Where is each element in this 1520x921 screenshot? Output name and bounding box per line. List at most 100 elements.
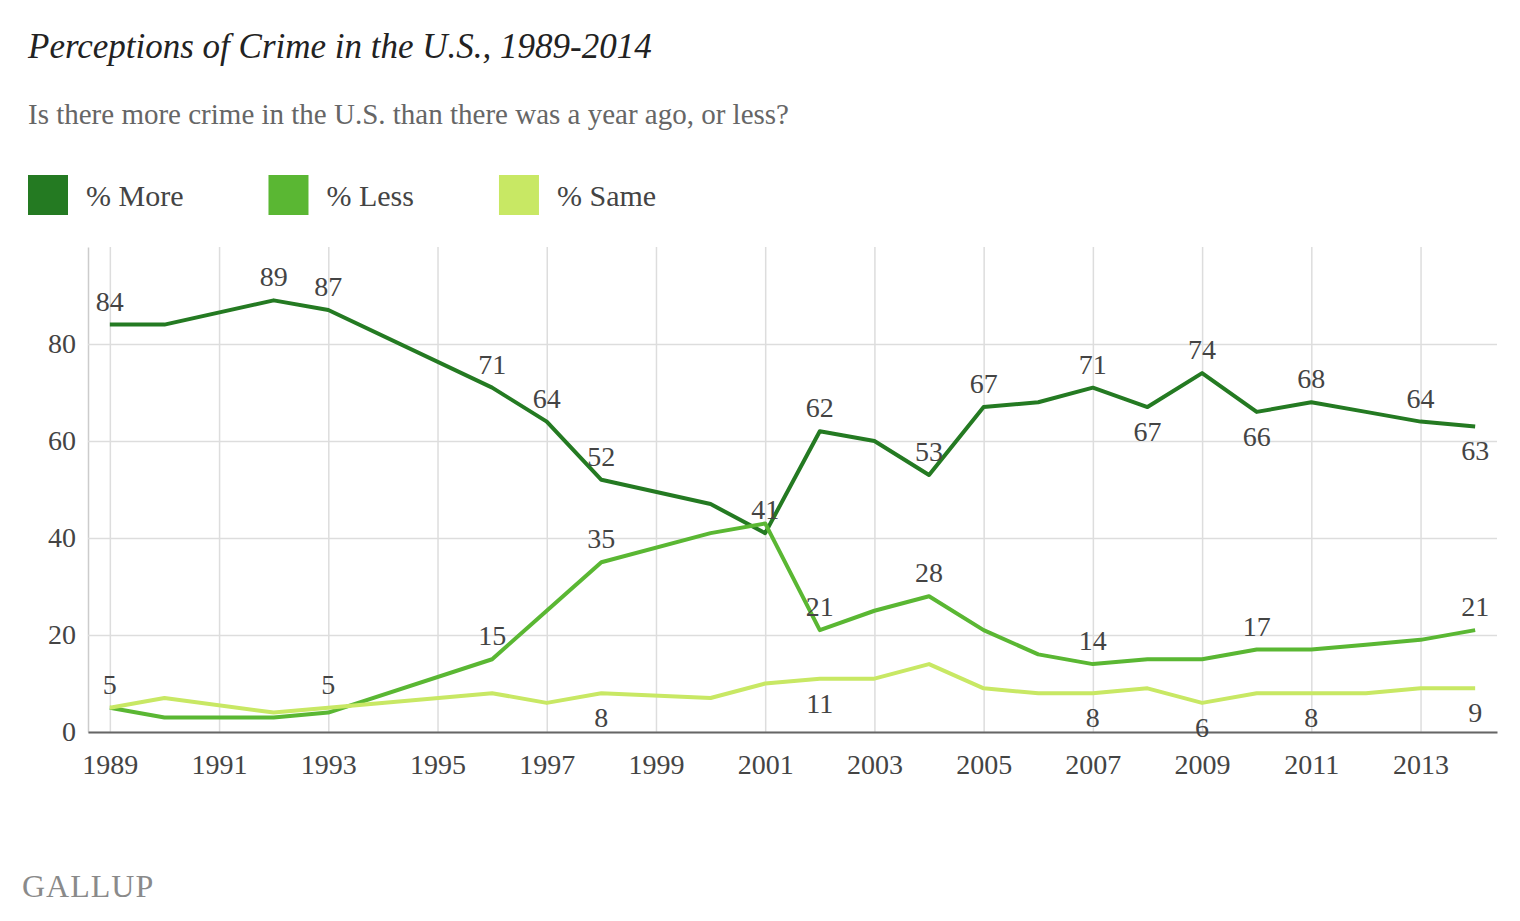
y-axis-line — [88, 248, 90, 733]
x-tick-label: 1993 — [301, 749, 357, 780]
plot-area — [110, 300, 1475, 717]
x-tick-label: 2013 — [1393, 749, 1449, 780]
x-tick: 2011 — [1284, 247, 1339, 780]
data-label: 71 — [1079, 349, 1107, 380]
data-label: 66 — [1243, 421, 1271, 452]
data-label: 67 — [970, 368, 998, 399]
data-label: 5 — [103, 669, 117, 700]
source: GALLUP — [22, 868, 154, 904]
data-label: 63 — [1461, 435, 1489, 466]
x-tick-label: 1991 — [192, 749, 248, 780]
y-tick-label: 60 — [48, 425, 76, 456]
legend-item: % Same — [499, 175, 656, 215]
grid-line — [88, 635, 1497, 637]
y-axis: 0 20 40 60 80 — [48, 248, 1497, 748]
x-tick: 1991 — [192, 247, 248, 780]
legend-label: % More — [86, 179, 183, 212]
grid-line — [874, 247, 876, 732]
legend-label: % Less — [326, 179, 413, 212]
series-line — [110, 664, 1475, 713]
legend-item: % More — [28, 175, 183, 215]
grid-line — [1093, 247, 1095, 732]
x-tick: 2001 — [738, 247, 794, 780]
x-tick-label: 2007 — [1065, 749, 1121, 780]
legend: % More % Less % Same — [28, 175, 656, 215]
data-label: 52 — [587, 441, 615, 472]
data-label: 89 — [260, 261, 288, 292]
legend-item: % Less — [268, 175, 413, 215]
x-tick-label: 2001 — [738, 749, 794, 780]
series-line — [110, 300, 1475, 533]
data-label: 8 — [1304, 702, 1318, 733]
grid-line — [219, 247, 221, 732]
legend-swatch — [268, 175, 308, 215]
data-label: 8 — [594, 702, 608, 733]
grid-line — [88, 732, 1497, 734]
series-line — [110, 523, 1475, 717]
legend-swatch — [499, 175, 539, 215]
data-label: 41 — [751, 494, 779, 525]
y-tick: 80 — [48, 328, 1497, 359]
grid-line — [656, 247, 658, 732]
data-label: 74 — [1188, 334, 1216, 365]
subtitle: Is there more crime in the U.S. than the… — [28, 98, 789, 130]
data-label: 6 — [1195, 712, 1209, 743]
data-label: 71 — [478, 349, 506, 380]
grid-line — [1420, 247, 1422, 732]
chart: Perceptions of Crime in the U.S., 1989-2… — [0, 0, 1520, 921]
data-label: 62 — [806, 392, 834, 423]
data-label: 35 — [587, 523, 615, 554]
data-label: 87 — [314, 271, 342, 302]
y-tick: 0 — [62, 716, 1497, 747]
grid-line — [88, 441, 1497, 443]
y-tick: 20 — [48, 619, 1497, 650]
x-tick: 2005 — [956, 247, 1012, 780]
x-tick: 2003 — [847, 247, 903, 780]
x-tick-label: 2005 — [956, 749, 1012, 780]
data-label: 64 — [1407, 383, 1435, 414]
grid-line — [88, 538, 1497, 540]
grid-line — [983, 247, 985, 732]
x-tick: 1989 — [82, 247, 138, 780]
grid-line — [328, 247, 330, 732]
x-tick-label: 1995 — [410, 749, 466, 780]
legend-label: % Same — [557, 179, 656, 212]
data-label: 21 — [806, 591, 834, 622]
title: Perceptions of Crime in the U.S., 1989-2… — [27, 27, 652, 66]
grid-line — [437, 247, 439, 732]
y-tick: 60 — [48, 425, 1497, 456]
y-tick-label: 20 — [48, 619, 76, 650]
grid-line — [110, 247, 112, 732]
data-label: 15 — [478, 620, 506, 651]
y-tick-label: 0 — [62, 716, 76, 747]
data-label: 11 — [806, 688, 833, 719]
x-tick-label: 1989 — [82, 749, 138, 780]
data-label: 14 — [1079, 625, 1107, 656]
data-labels: 8489877164524162536771677466686463515352… — [96, 261, 1489, 743]
x-tick-label: 1999 — [628, 749, 684, 780]
data-label: 5 — [321, 669, 335, 700]
y-tick-label: 80 — [48, 328, 76, 359]
grid-line — [765, 247, 767, 732]
x-tick: 1993 — [301, 247, 357, 780]
data-label: 68 — [1297, 363, 1325, 394]
data-label: 64 — [533, 383, 561, 414]
x-tick: 2013 — [1393, 247, 1449, 780]
x-tick: 2007 — [1065, 247, 1121, 780]
y-tick-label: 40 — [48, 522, 76, 553]
data-label: 8 — [1086, 702, 1100, 733]
x-axis-line — [89, 732, 1498, 734]
data-label: 17 — [1243, 611, 1271, 642]
grid-line — [1311, 247, 1313, 732]
grid-line — [546, 247, 548, 732]
x-tick-label: 2003 — [847, 749, 903, 780]
x-axis: 1989199119931995199719992001200320052007… — [82, 247, 1497, 780]
legend-swatch — [28, 175, 68, 215]
data-label: 67 — [1133, 416, 1161, 447]
x-tick-label: 2009 — [1175, 749, 1231, 780]
data-label: 84 — [96, 286, 124, 317]
data-label: 53 — [915, 436, 943, 467]
data-label: 9 — [1468, 697, 1482, 728]
grid-line — [88, 344, 1497, 346]
data-label: 21 — [1461, 591, 1489, 622]
